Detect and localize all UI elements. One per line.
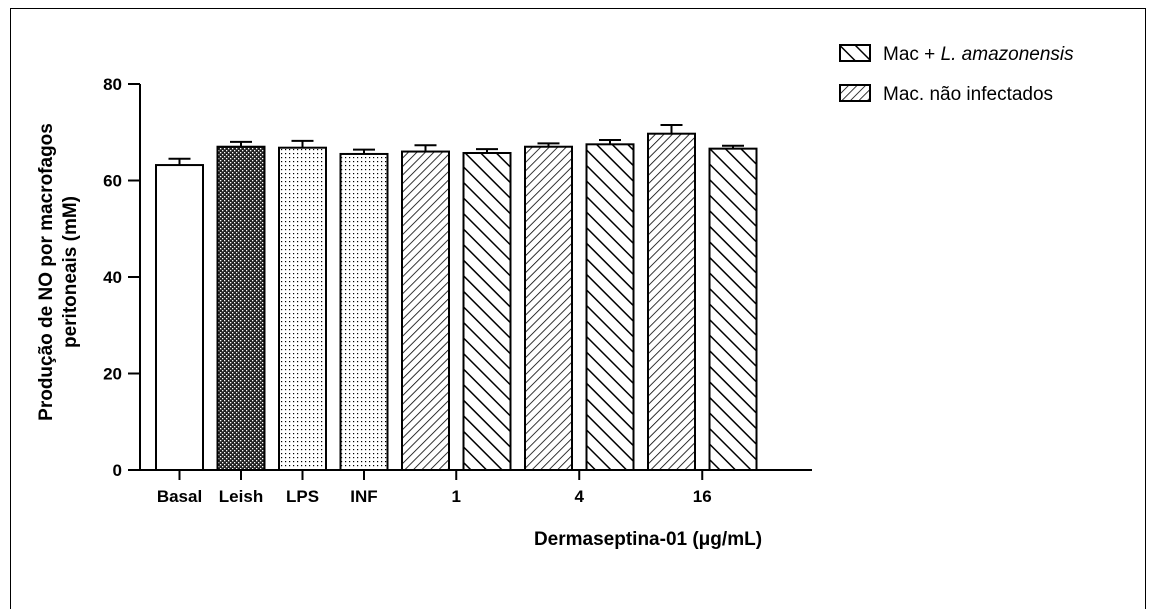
bar [585,143,635,471]
y-tick-label: 40 [103,268,122,287]
y-axis-title-line-2: peritoneais (mM) [60,196,81,348]
x-tick-label: Basal [157,487,202,506]
bar [524,145,573,471]
legend: Mac + L. amazonensis Mac. não infectados [839,44,1074,105]
legend-swatch-uninfected [839,84,871,102]
y-axis: 0 20 40 60 80 [103,75,141,480]
bar [278,146,327,471]
bar [339,152,389,471]
bar [216,145,266,471]
legend-item-uninfected: Mac. não infectados [839,84,1053,105]
bar-chart: 0 20 40 60 80 Basal Leish LPS INF 1 4 16 Produção … [36,44,1074,550]
bars [155,124,758,472]
x-axis: Basal Leish LPS INF 1 4 16 [139,469,812,506]
bar [155,164,204,471]
bar [708,147,758,471]
bar [647,132,696,471]
x-tick-label: 1 [452,487,461,506]
x-tick-label: 4 [575,487,585,506]
legend-label-infected: Mac + L. amazonensis [883,44,1074,65]
x-tick-label: Leish [219,487,263,506]
y-axis-title-line-1: Produção de NO por macrofagos [36,123,57,421]
legend-item-infected: Mac + L. amazonensis [839,44,1074,65]
chart-frame [10,8,1146,609]
x-tick-label: 16 [693,487,712,506]
bar [401,150,450,472]
x-axis-title: Dermaseptina-01 (μg/mL) [534,529,762,550]
legend-label-uninfected: Mac. não infectados [883,84,1053,105]
bar [462,151,512,471]
x-tick-label: INF [350,487,377,506]
y-tick-label: 80 [103,75,122,94]
y-tick-label: 60 [103,172,122,191]
y-tick-label: 20 [103,365,122,384]
y-tick-label: 0 [113,461,122,480]
legend-swatch-infected [839,44,871,62]
x-tick-label: LPS [286,487,319,506]
